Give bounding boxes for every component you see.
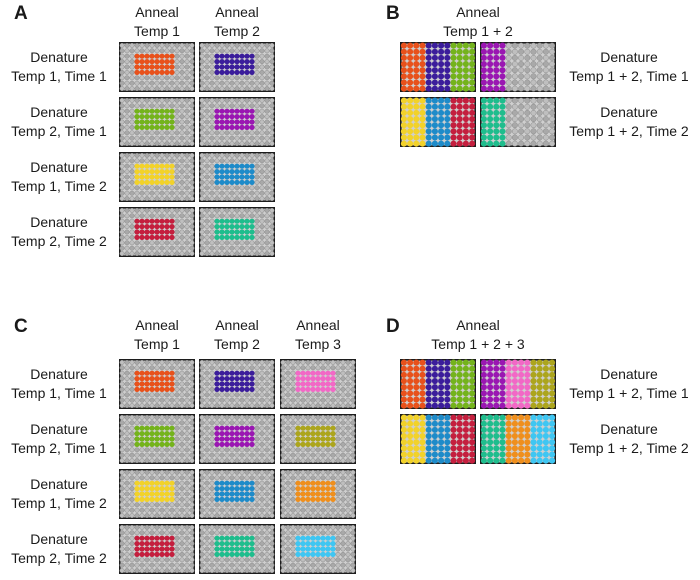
panel-c-letter: C xyxy=(14,316,28,337)
plate-a-r4-anneal2 xyxy=(199,207,275,257)
plate-c-r4-anneal2 xyxy=(199,524,275,574)
header-line: Temp 1 + 2 + 3 xyxy=(431,335,525,352)
header-line: Temp 1 xyxy=(134,22,180,39)
panel-c-row-label-1: Denature Temp 1, Time 1 xyxy=(3,365,115,402)
panel-d-letter: D xyxy=(386,316,400,337)
panel-d-row-label-1: Denature Temp 1 + 2, Time 1 xyxy=(558,365,700,402)
header-line: Temp 1 + 2 xyxy=(443,22,513,39)
row-label-line: Temp 1 + 2, Time 2 xyxy=(569,439,689,456)
row-label-line: Denature xyxy=(600,421,658,437)
panel-a-row-label-4: Denature Temp 2, Time 2 xyxy=(3,213,115,250)
panel-b-letter: B xyxy=(386,3,400,24)
panel-a-anneal-header-1: Anneal Temp 1 xyxy=(119,3,195,40)
row-label-line: Denature xyxy=(600,104,658,120)
panel-a-row-label-1: Denature Temp 1, Time 1 xyxy=(3,48,115,85)
plate-a-r2-anneal2 xyxy=(199,97,275,147)
plate-c-r1-anneal1 xyxy=(119,359,195,409)
row-label-line: Temp 1, Time 1 xyxy=(11,384,107,401)
header-line: Anneal xyxy=(296,317,340,333)
header-line: Anneal xyxy=(215,317,259,333)
panel-c-anneal-header-2: Anneal Temp 2 xyxy=(199,316,275,353)
row-label-line: Denature xyxy=(30,104,88,120)
row-label-line: Denature xyxy=(600,49,658,65)
panel-d-row-label-2: Denature Temp 1 + 2, Time 2 xyxy=(558,420,700,457)
row-label-line: Denature xyxy=(30,49,88,65)
row-label-line: Temp 2, Time 2 xyxy=(11,232,107,249)
plate-a-r3-anneal1 xyxy=(119,152,195,202)
row-label-line: Temp 1 + 2, Time 1 xyxy=(569,384,689,401)
row-label-line: Temp 1 + 2, Time 2 xyxy=(569,122,689,139)
panel-a-row-label-3: Denature Temp 1, Time 2 xyxy=(3,158,115,195)
plate-b-r1-combined2 xyxy=(480,42,556,92)
plate-b-r1-combined1 xyxy=(400,42,476,92)
plate-c-r3-anneal3 xyxy=(280,469,356,519)
plate-c-r2-anneal3 xyxy=(280,414,356,464)
header-line: Temp 3 xyxy=(295,335,341,352)
row-label-line: Temp 1, Time 2 xyxy=(11,494,107,511)
header-line: Anneal xyxy=(456,4,500,20)
row-label-line: Temp 2, Time 1 xyxy=(11,439,107,456)
plate-b-r2-combined2 xyxy=(480,97,556,147)
panel-a-anneal-header-2: Anneal Temp 2 xyxy=(199,3,275,40)
panel-d-anneal-header: Anneal Temp 1 + 2 + 3 xyxy=(400,316,556,353)
header-line: Temp 2 xyxy=(214,335,260,352)
panel-b-anneal-header: Anneal Temp 1 + 2 xyxy=(400,3,556,40)
plate-a-r1-anneal2 xyxy=(199,42,275,92)
header-line: Anneal xyxy=(135,4,179,20)
plate-b-r2-combined1 xyxy=(400,97,476,147)
plate-d-r1-combined2 xyxy=(480,359,556,409)
panel-b-row-label-1: Denature Temp 1 + 2, Time 1 xyxy=(558,48,700,85)
row-label-line: Denature xyxy=(600,366,658,382)
plate-d-r1-combined1 xyxy=(400,359,476,409)
panel-c-row-label-4: Denature Temp 2, Time 2 xyxy=(3,530,115,567)
panel-c-anneal-header-1: Anneal Temp 1 xyxy=(119,316,195,353)
plate-c-r2-anneal1 xyxy=(119,414,195,464)
plate-a-r3-anneal2 xyxy=(199,152,275,202)
row-label-line: Denature xyxy=(30,531,88,547)
plate-a-r1-anneal1 xyxy=(119,42,195,92)
row-label-line: Temp 2, Time 2 xyxy=(11,549,107,566)
plate-d-r2-combined1 xyxy=(400,414,476,464)
row-label-line: Denature xyxy=(30,214,88,230)
plate-a-r4-anneal1 xyxy=(119,207,195,257)
header-line: Anneal xyxy=(215,4,259,20)
plate-c-r3-anneal1 xyxy=(119,469,195,519)
plate-c-r2-anneal2 xyxy=(199,414,275,464)
row-label-line: Denature xyxy=(30,159,88,175)
panel-b-row-label-2: Denature Temp 1 + 2, Time 2 xyxy=(558,103,700,140)
plate-a-r2-anneal1 xyxy=(119,97,195,147)
plate-c-r3-anneal2 xyxy=(199,469,275,519)
row-label-line: Temp 1 + 2, Time 1 xyxy=(569,67,689,84)
row-label-line: Temp 1, Time 2 xyxy=(11,177,107,194)
panel-c-row-label-2: Denature Temp 2, Time 1 xyxy=(3,420,115,457)
panel-a-row-label-2: Denature Temp 2, Time 1 xyxy=(3,103,115,140)
plate-c-r4-anneal3 xyxy=(280,524,356,574)
header-line: Anneal xyxy=(135,317,179,333)
row-label-line: Temp 1, Time 1 xyxy=(11,67,107,84)
row-label-line: Denature xyxy=(30,421,88,437)
plate-d-r2-combined2 xyxy=(480,414,556,464)
panel-c-row-label-3: Denature Temp 1, Time 2 xyxy=(3,475,115,512)
plate-c-r1-anneal2 xyxy=(199,359,275,409)
plate-c-r1-anneal3 xyxy=(280,359,356,409)
panel-c-anneal-header-3: Anneal Temp 3 xyxy=(280,316,356,353)
row-label-line: Denature xyxy=(30,366,88,382)
panel-a-letter: A xyxy=(14,3,28,24)
row-label-line: Denature xyxy=(30,476,88,492)
plate-c-r4-anneal1 xyxy=(119,524,195,574)
row-label-line: Temp 2, Time 1 xyxy=(11,122,107,139)
header-line: Temp 2 xyxy=(214,22,260,39)
header-line: Temp 1 xyxy=(134,335,180,352)
header-line: Anneal xyxy=(456,317,500,333)
